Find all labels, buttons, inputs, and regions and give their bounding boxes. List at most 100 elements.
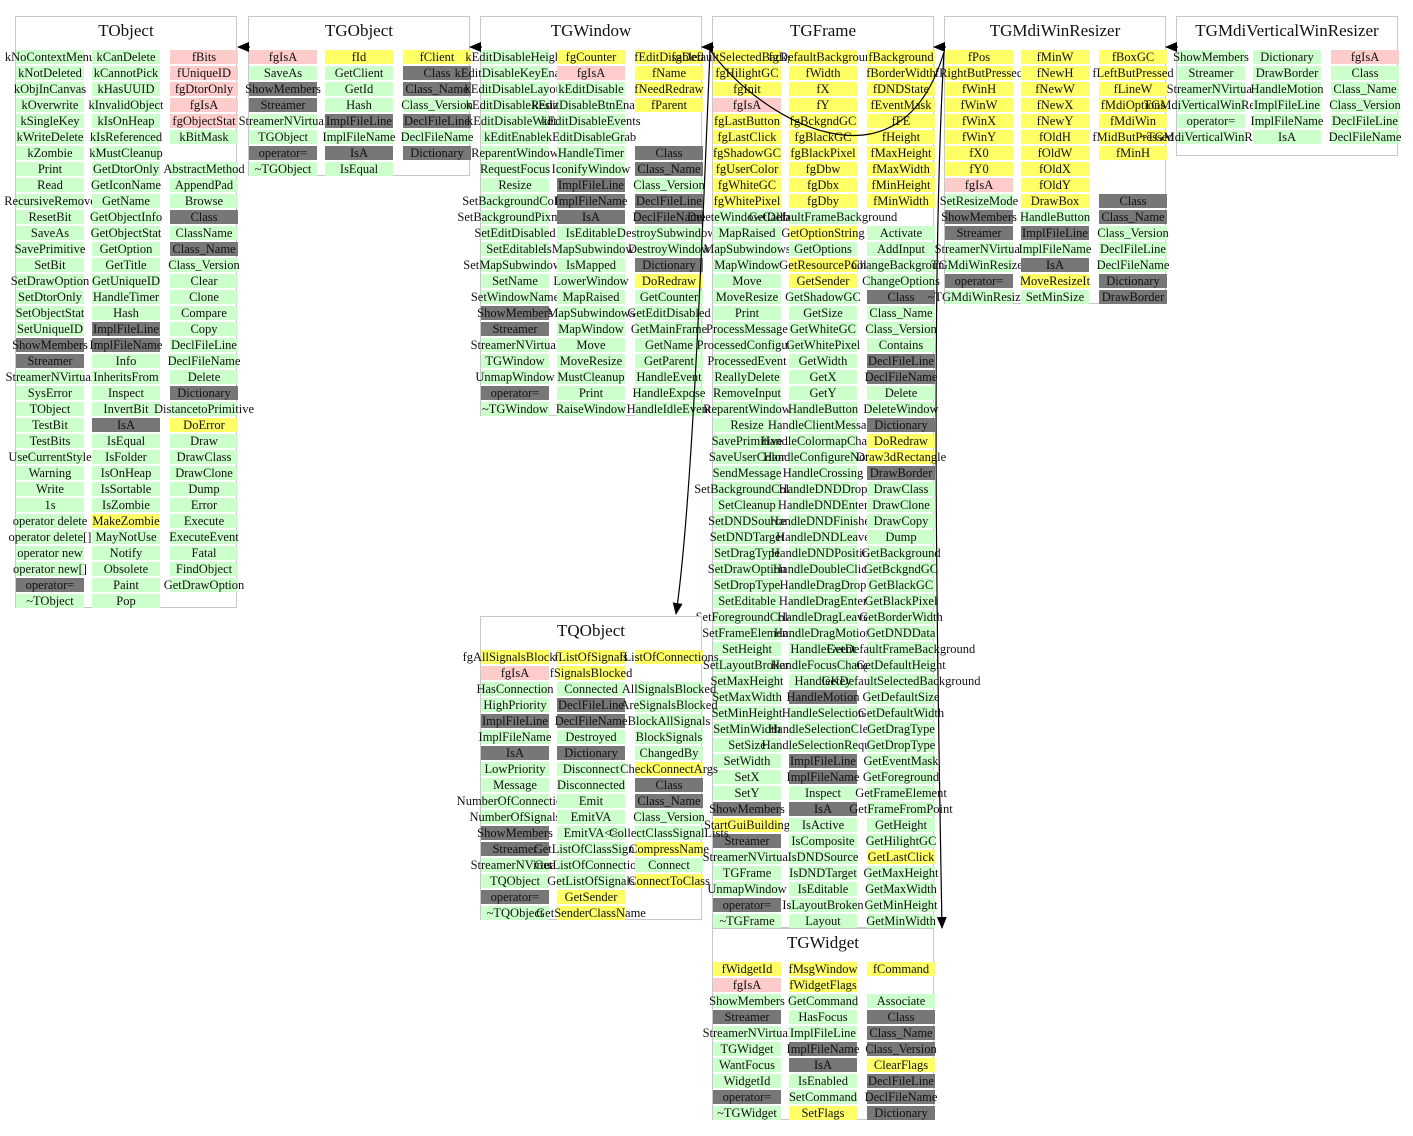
member-label: fEditDisabled [634, 50, 704, 64]
member-label: GetOptionString [781, 226, 865, 240]
member-label: fOldX [1039, 162, 1071, 176]
member-fgisa: fgIsA [713, 98, 781, 112]
member-label: fgWhiteGC [717, 178, 777, 192]
member-label: TGFrame [722, 866, 772, 880]
member-handleclientmessage: HandleClientMessage [768, 418, 878, 432]
member-label: AllSignalsBlocked [621, 682, 717, 696]
member-clone: Clone [170, 290, 238, 304]
member-label: GetHeight [874, 818, 928, 832]
member-blocksignals: BlockSignals [635, 730, 703, 744]
member-label: fSignalsBlocked [549, 666, 633, 680]
member-label: GetDefaultHeight [856, 658, 946, 672]
member-label: SetDropType [713, 578, 781, 592]
member-label: ImplFileLine [558, 178, 624, 192]
member-label: GetBlackPixel [864, 594, 938, 608]
member-fgisa: fgIsA [1331, 50, 1399, 64]
member-streamer: Streamer [481, 322, 549, 336]
member-reparentwindow: ReparentWindow [703, 402, 791, 416]
member-dictionary: Dictionary [403, 146, 471, 160]
member-setcommand: SetCommand [789, 1090, 857, 1104]
member-handledoubleclick: HandleDoubleClick [773, 562, 873, 576]
member-label: DeclFileName [167, 354, 241, 368]
member-operator: operator= [713, 898, 781, 912]
member-emitva: EmitVA<> [557, 826, 625, 840]
member-label: fMinHeight [871, 178, 931, 192]
member-label: fUniqueID [176, 66, 232, 80]
member-label: IsLayoutBroken [782, 898, 864, 912]
member-connecttoclass: ConnectToClass [628, 874, 710, 888]
member-label: DrawBorder [1255, 66, 1319, 80]
member-kzombie: kZombie [16, 146, 84, 160]
member-operator: operator= [16, 578, 84, 592]
member-label: fWidgetFlags [789, 978, 857, 992]
member-label: Class_Name [1333, 82, 1397, 96]
member-label: operator= [490, 386, 540, 400]
member-label: GetBckgndGC [863, 562, 939, 576]
member-obsolete: Obsolete [92, 562, 160, 576]
member-appendpad: AppendPad [170, 178, 238, 192]
member-label: Class [1119, 194, 1147, 208]
member-label: ~TGMdiVerticalWinResizer [1140, 130, 1282, 144]
member-isa: IsA [557, 210, 625, 224]
member-showmembers: ShowMembers [245, 82, 321, 96]
member-label: fgBlackPixel [790, 146, 856, 160]
member-implfilename: ImplFileName [323, 130, 395, 144]
member-label: TQObject [490, 874, 540, 888]
member-label: GetSender [564, 890, 618, 904]
member-label: operator= [25, 578, 75, 592]
member-label: DeclFileName [400, 130, 474, 144]
member-declfilename: DeclFileName [865, 370, 937, 384]
member-destroyed: Destroyed [557, 730, 625, 744]
member-label: IsComposite [791, 834, 855, 848]
member-label: ImplFileLine [93, 322, 159, 336]
member-label: kCanDelete [96, 50, 156, 64]
member-fnewh: fNewH [1021, 66, 1089, 80]
member-operator-delete: operator delete[] [9, 530, 91, 544]
member-class: Class [170, 210, 238, 224]
member-label: fgUserColor [715, 162, 779, 176]
member-label: MakeZombie [92, 514, 160, 528]
member-keditdisablegrab: kEditDisableGrab [546, 130, 636, 144]
member-label: DeclFileLine [558, 698, 624, 712]
member-label: DrawBorder [869, 466, 933, 480]
member-label: IsDNDTarget [789, 866, 857, 880]
member-label: HandleTimer [557, 146, 625, 160]
member-label: GetMaxWidth [865, 882, 937, 896]
member-handleselectionrequest: HandleSelectionRequest [762, 738, 884, 752]
member-label: GetName [102, 194, 150, 208]
member-label: SetLayoutBroken [702, 658, 792, 672]
member-fx0: fX0 [945, 146, 1013, 160]
member-distancetoprimitive: DistancetoPrimitive [154, 402, 254, 416]
member-label: fNewX [1036, 98, 1074, 112]
member-fgusercolor: fgUserColor [713, 162, 781, 176]
member-class-version: Class_Version [865, 1042, 937, 1056]
member-label: fLineW [1113, 82, 1153, 96]
member-setdndsource: SetDNDSource [708, 514, 786, 528]
member-label: GetBlackGC [868, 578, 934, 592]
member-label: fNeedRedraw [634, 82, 704, 96]
member-label: IsEditable [565, 226, 617, 240]
member-pop: Pop [92, 594, 160, 608]
class-title: TGMdiWinResizer [989, 21, 1121, 40]
member-label: ImplFileLine [790, 754, 856, 768]
member-label: GetTitle [105, 258, 147, 272]
member-unmapwindow: UnmapWindow [707, 882, 787, 896]
member-mustcleanup: MustCleanup [557, 370, 625, 384]
member-recursiveremove: RecursiveRemove [4, 194, 96, 208]
member-getframefrompoint: GetFrameFromPoint [849, 802, 953, 816]
member-addinput: AddInput [867, 242, 935, 256]
member-setresizemode: SetResizeMode [940, 194, 1018, 208]
member-handlefocuschange: HandleFocusChange [771, 658, 875, 672]
member-keditdisable: kEditDisable [557, 82, 625, 96]
member-handlecrossing: HandleCrossing [783, 466, 863, 480]
member-label: fListOfConnections [619, 650, 719, 664]
member-invertbit: InvertBit [92, 402, 160, 416]
member-label: fWidgetId [721, 962, 773, 976]
member-connect: Connect [635, 858, 703, 872]
member-label: kCannotPick [93, 66, 159, 80]
member-streamernvirtual: StreamerNVirtual [471, 858, 559, 872]
member-hash: Hash [92, 306, 160, 320]
member-streamer: Streamer [481, 842, 549, 856]
member-label: ShowMembers [12, 338, 88, 352]
member-findobject: FindObject [170, 562, 238, 576]
